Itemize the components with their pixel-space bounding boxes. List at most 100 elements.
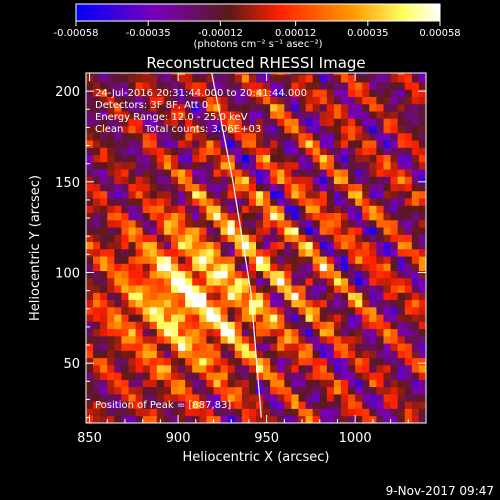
- heatmap-cell: [369, 350, 377, 359]
- heatmap-cell: [411, 118, 420, 126]
- heatmap-cell: [298, 277, 306, 286]
- heatmap-cell: [305, 306, 314, 315]
- heatmap-cell: [149, 125, 158, 134]
- heatmap-cell: [121, 103, 129, 112]
- heatmap-cell: [142, 205, 151, 214]
- heatmap-cell: [319, 219, 328, 228]
- heatmap-cell: [369, 176, 377, 185]
- heatmap-cell: [86, 103, 94, 112]
- heatmap-cell: [121, 234, 129, 243]
- heatmap-cell: [86, 183, 94, 192]
- heatmap-cell: [291, 321, 299, 330]
- heatmap-cell: [404, 263, 413, 272]
- heatmap-cell: [418, 73, 426, 76]
- heatmap-cell: [178, 73, 186, 76]
- heatmap-cell: [355, 73, 363, 76]
- heatmap-cell: [418, 357, 426, 366]
- heatmap-cell: [418, 82, 426, 90]
- heatmap-cell: [348, 415, 356, 423]
- heatmap-cell: [227, 256, 236, 264]
- heatmap-cell: [234, 234, 243, 243]
- heatmap-cell: [114, 169, 122, 177]
- heatmap-cell: [270, 219, 278, 228]
- heatmap-cell: [326, 183, 335, 192]
- heatmap-cell: [149, 306, 158, 315]
- heatmap-cell: [100, 372, 108, 380]
- heatmap-cell: [149, 205, 158, 214]
- heatmap-cell: [100, 386, 108, 395]
- colorbar-units-label: (photons cm⁻² s⁻¹ asec⁻²): [193, 39, 322, 50]
- heatmap-cell: [383, 219, 391, 228]
- heatmap-cell: [185, 241, 193, 250]
- heatmap-cell: [341, 292, 349, 301]
- heatmap-cell: [397, 103, 406, 112]
- heatmap-cell: [256, 357, 264, 366]
- heatmap-cell: [319, 401, 328, 409]
- heatmap-cell: [355, 89, 363, 97]
- heatmap-cell: [341, 103, 349, 112]
- heatmap-cell: [256, 321, 264, 330]
- heatmap-cell: [248, 161, 257, 170]
- heatmap-cell: [107, 393, 115, 402]
- heatmap-cell: [86, 118, 94, 126]
- heatmap-cell: [248, 125, 257, 134]
- heatmap-cell: [142, 408, 151, 417]
- heatmap-cell: [355, 328, 363, 337]
- heatmap-cell: [256, 74, 264, 83]
- heatmap-cell: [319, 263, 328, 272]
- heatmap-cell: [390, 73, 399, 76]
- heatmap-cell: [270, 74, 278, 83]
- heatmap-cell: [142, 386, 151, 395]
- heatmap-cell: [248, 227, 257, 235]
- heatmap-cell: [199, 415, 207, 423]
- heatmap-cell: [178, 372, 186, 380]
- heatmap-cell: [263, 169, 271, 177]
- heatmap-cell: [404, 183, 413, 192]
- heatmap-cell: [227, 386, 236, 395]
- heatmap-cell: [312, 89, 321, 97]
- heatmap-cell: [86, 169, 94, 177]
- heatmap-cell: [291, 379, 299, 388]
- heatmap-cell: [185, 147, 193, 155]
- heatmap-cell: [411, 125, 420, 134]
- heatmap-cell: [100, 111, 108, 119]
- heatmap-cell: [142, 306, 151, 315]
- heatmap-cell: [86, 256, 94, 264]
- heatmap-cell: [390, 314, 399, 322]
- heatmap-cell: [411, 227, 420, 235]
- heatmap-cell: [362, 132, 370, 141]
- heatmap-cell: [418, 147, 426, 155]
- heatmap-cell: [185, 350, 193, 359]
- heatmap-cell: [333, 299, 342, 308]
- heatmap-cell: [277, 364, 285, 373]
- heatmap-cell: [383, 125, 391, 134]
- heatmap-cell: [305, 125, 314, 134]
- heatmap-cell: [213, 140, 221, 148]
- heatmap-cell: [156, 154, 165, 163]
- heatmap-cell: [326, 248, 335, 257]
- heatmap-cell: [220, 277, 229, 286]
- heatmap-cell: [291, 277, 299, 286]
- heatmap-cell: [390, 74, 399, 83]
- heatmap-cell: [220, 227, 229, 235]
- colorbar-tick-label: -0.00035: [126, 28, 171, 39]
- heatmap-cell: [305, 343, 314, 351]
- heatmap-cell: [93, 343, 101, 351]
- heatmap-cell: [348, 393, 356, 402]
- heatmap-cell: [121, 335, 129, 344]
- heatmap-cell: [390, 408, 399, 417]
- heatmap-cell: [114, 176, 122, 185]
- heatmap-cell: [163, 386, 172, 395]
- heatmap-cell: [234, 161, 243, 170]
- heatmap-cell: [156, 357, 165, 366]
- heatmap-cell: [397, 393, 406, 402]
- heatmap-cell: [270, 176, 278, 185]
- heatmap-cell: [319, 73, 328, 76]
- heatmap-cell: [298, 248, 306, 257]
- heatmap-cell: [305, 386, 314, 395]
- heatmap-cell: [107, 386, 115, 395]
- heatmap-cell: [206, 328, 214, 337]
- heatmap-cell: [171, 386, 179, 395]
- heatmap-cell: [206, 118, 214, 126]
- heatmap-cell: [178, 212, 186, 221]
